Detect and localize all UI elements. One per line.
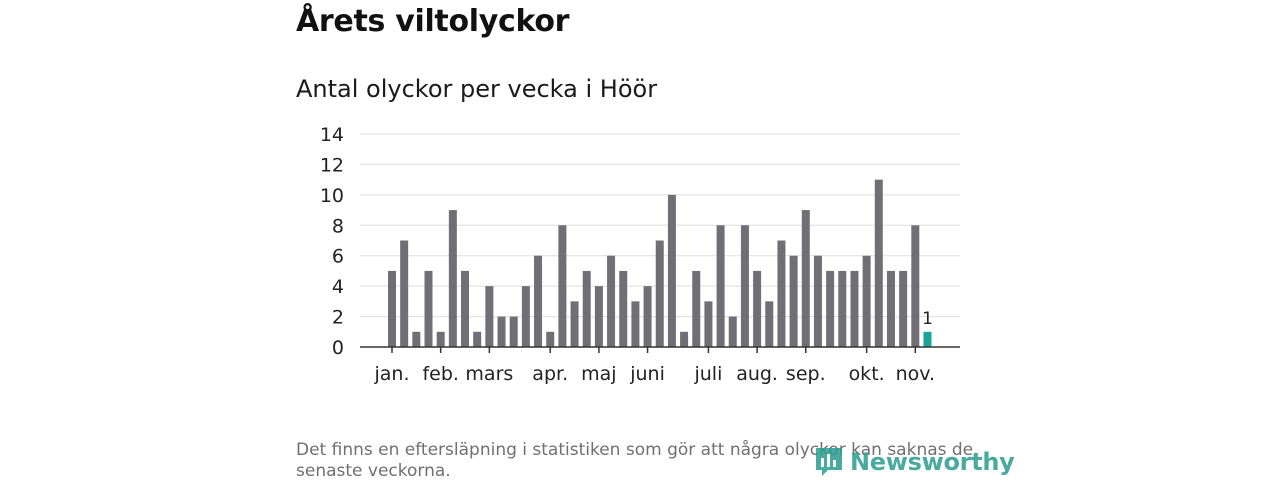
bar	[448, 210, 457, 347]
x-tick-label: juni	[629, 363, 665, 385]
bar	[850, 270, 859, 347]
bar	[424, 270, 433, 347]
bar	[692, 270, 701, 347]
chart-subtitle: Antal olyckor per vecka i Höör	[296, 75, 658, 103]
bar	[619, 270, 628, 347]
y-tick-label: 8	[332, 215, 344, 237]
newsworthy-logo-icon	[816, 448, 842, 476]
bar	[534, 255, 543, 347]
bar	[497, 316, 506, 347]
y-tick-label: 4	[332, 276, 344, 298]
bar	[570, 301, 579, 347]
bar	[716, 225, 725, 347]
y-tick-label: 2	[332, 307, 344, 329]
bar	[813, 255, 822, 347]
bar	[753, 270, 762, 347]
bar	[558, 225, 567, 347]
x-tick-label: feb.	[422, 363, 458, 385]
bar	[826, 270, 835, 347]
bar	[631, 301, 640, 347]
y-tick-label: 6	[332, 246, 344, 268]
bar	[680, 331, 689, 347]
bar	[899, 270, 908, 347]
bar	[911, 225, 920, 347]
bar	[594, 286, 603, 347]
bar	[412, 331, 421, 347]
bar	[388, 270, 396, 347]
x-tick-label: nov.	[896, 363, 935, 385]
bar-highlight	[923, 331, 932, 347]
x-tick-label: maj	[581, 363, 616, 385]
bar	[461, 270, 470, 347]
bar-chart: 0 2 4 6 8 10 12 14 1 jan. feb. mars apr. maj juni juli a…	[320, 124, 960, 385]
bar	[789, 255, 798, 347]
bar	[862, 255, 871, 347]
newsworthy-logo: Newsworthy	[814, 446, 1015, 478]
bar	[582, 270, 591, 347]
newsworthy-logo-text: Newsworthy	[850, 448, 1015, 476]
x-tick-label: aug.	[736, 363, 778, 385]
bar	[874, 179, 883, 347]
bar	[473, 331, 482, 347]
y-tick-label: 10	[320, 185, 344, 207]
y-tick-label: 14	[320, 124, 344, 146]
bar	[643, 286, 652, 347]
x-tick-label: sep.	[786, 363, 826, 385]
bar	[655, 240, 664, 347]
bar	[521, 286, 530, 347]
footnote: Det finns en eftersläpning i statistiken…	[296, 440, 974, 481]
bar	[777, 240, 786, 347]
bar-data-label: 1	[922, 309, 933, 329]
x-tick-label: jan.	[373, 363, 409, 385]
y-tick-label: 12	[320, 154, 344, 176]
bar	[740, 225, 749, 347]
bar	[801, 210, 810, 347]
page-title: Årets viltolyckor	[296, 4, 570, 39]
x-tick-label: juli	[693, 363, 722, 385]
bar	[436, 331, 445, 347]
bar	[546, 331, 555, 347]
bar	[704, 301, 713, 347]
bar	[485, 286, 494, 347]
bar	[728, 316, 737, 347]
bar	[607, 255, 616, 347]
bar	[765, 301, 774, 347]
bar	[509, 316, 518, 347]
y-tick-label: 0	[332, 337, 344, 359]
bar	[667, 194, 676, 347]
bar	[838, 270, 847, 347]
x-tick-label: okt.	[849, 363, 885, 385]
bar	[886, 270, 895, 347]
x-tick-label: mars	[465, 363, 513, 385]
x-tick-label: apr.	[532, 363, 568, 385]
bar	[400, 240, 409, 347]
